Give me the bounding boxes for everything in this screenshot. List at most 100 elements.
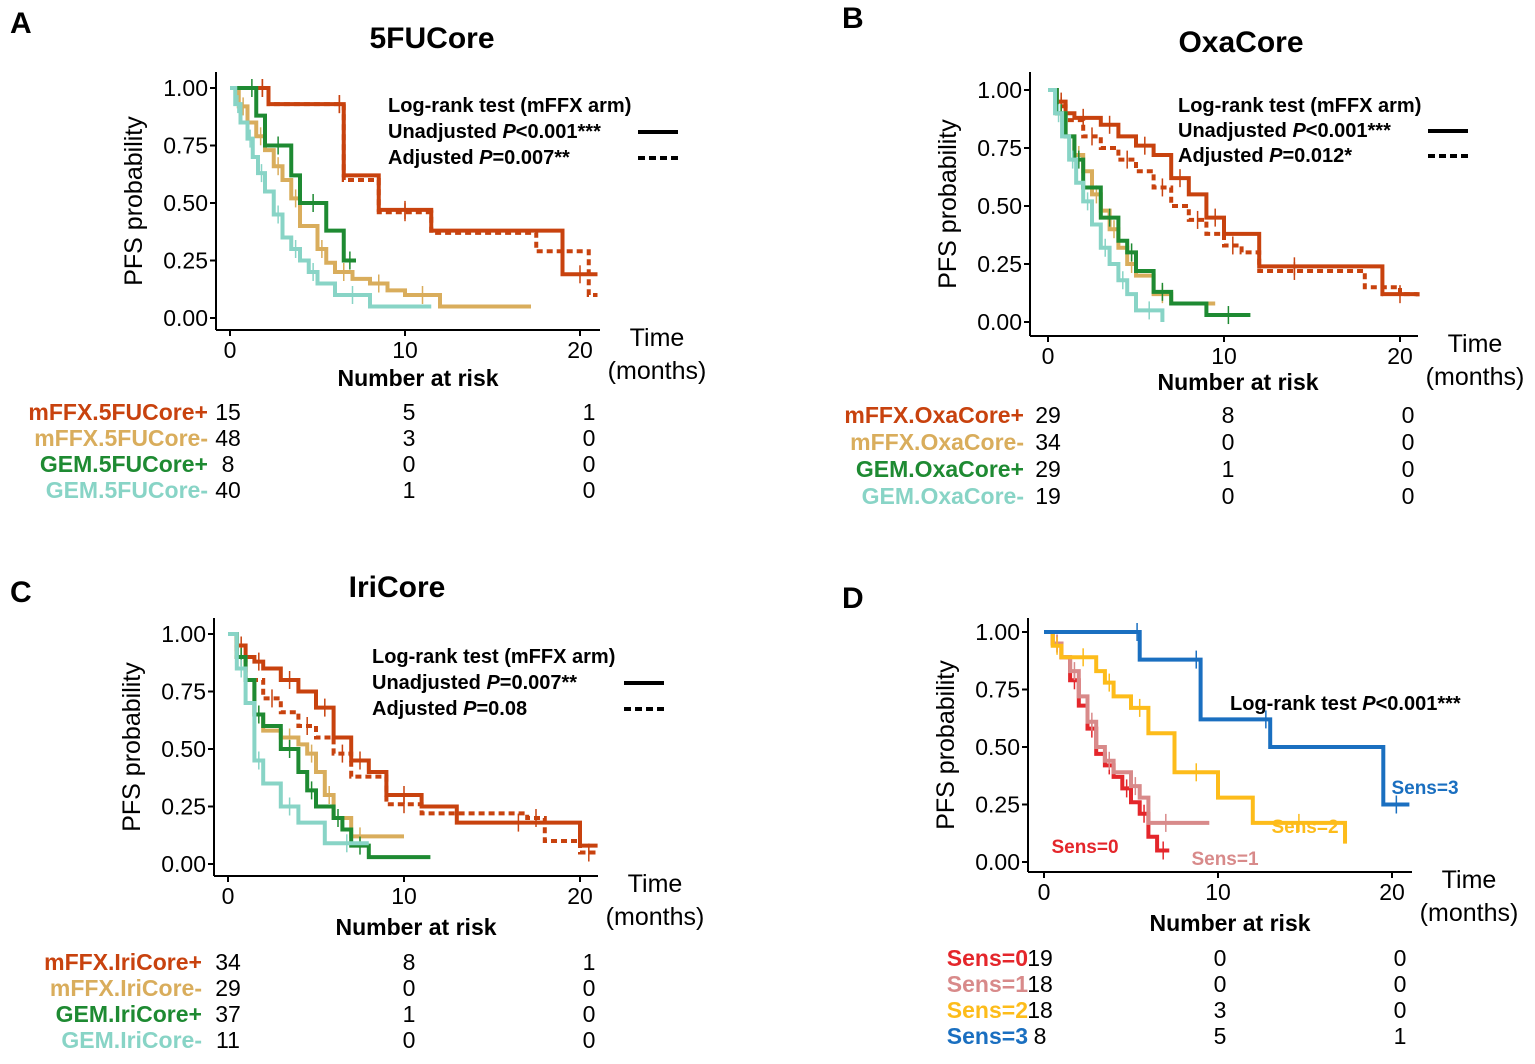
risk-value: 29: [215, 975, 241, 1001]
km-curve-gem-oxacore-: [1048, 88, 1251, 318]
risk-value: 3: [1214, 997, 1227, 1023]
legend-heading: Log-rank test P<0.001***: [1230, 693, 1461, 715]
risk-value: 8: [222, 451, 235, 477]
x-tick-label: 10: [1211, 343, 1237, 369]
y-axis-label: PFS probability: [118, 662, 146, 832]
risk-row-label: mFFX.OxaCore-: [850, 429, 1024, 455]
risk-value: 29: [1035, 456, 1061, 482]
risk-value: 0: [1214, 945, 1227, 971]
legend-p-symbol: P: [1269, 145, 1283, 167]
risk-value: 0: [1214, 971, 1227, 997]
risk-row-label: Sens=2: [947, 997, 1028, 1023]
risk-row-label: GEM.OxaCore+: [856, 456, 1024, 482]
risk-value: 48: [215, 425, 241, 451]
km-curve-sens-3: [1044, 630, 1410, 807]
legend-p-symbol: P: [463, 698, 477, 720]
y-tick-label: 0.50: [977, 193, 1022, 219]
y-tick-label: 1.00: [161, 621, 206, 647]
risk-row-label: Sens=0: [947, 945, 1028, 971]
x-tick-label: 20: [567, 337, 593, 363]
y-tick-label: 0.00: [163, 305, 208, 331]
risk-row-label: mFFX.OxaCore+: [844, 402, 1024, 428]
y-tick-label: 0.00: [161, 851, 206, 877]
legend-p-value: =0.007**: [492, 147, 570, 169]
risk-row-label: mFFX.IriCore+: [44, 949, 202, 975]
legend-p-value: <0.001***: [516, 121, 601, 143]
x-tick-label: 0: [222, 883, 235, 909]
x-tick-label: 0: [224, 337, 237, 363]
y-tick-label: 0.75: [161, 679, 206, 705]
risk-row-label: mFFX.5FUCore+: [28, 399, 208, 425]
chart-title: 5FUCore: [369, 22, 494, 55]
legend-p-value: =0.08: [476, 698, 527, 720]
time-unit-label: (months): [606, 903, 705, 931]
legend-p-value: =0.007**: [500, 672, 578, 694]
km-curve-mffx-oxacore-unadjusted: [1048, 88, 1418, 297]
km-curve-gem-5fucore-: [230, 86, 356, 263]
legend-heading: Log-rank test (mFFX arm): [388, 95, 631, 117]
y-tick-label: 1.00: [163, 75, 208, 101]
risk-table-title: Number at risk: [337, 365, 498, 391]
km-curve-gem-oxacore-: [1048, 88, 1165, 322]
risk-value: 0: [1394, 971, 1407, 997]
panel-letter: D: [842, 582, 864, 615]
km-curve-sens-2: [1044, 630, 1348, 844]
km-curve-mffx-oxacore-adjusted: [1048, 88, 1420, 299]
legend-row-dotted: Adjusted P=0.007**: [388, 147, 570, 169]
y-axis-label: PFS probability: [932, 660, 960, 830]
legend-p-symbol: P: [486, 672, 500, 694]
chart-title: IriCore: [349, 571, 446, 604]
risk-value: 1: [1394, 1023, 1407, 1049]
risk-table-title: Number at risk: [1149, 910, 1310, 936]
legend-heading-text: Log-rank test: [1230, 693, 1362, 715]
legend-p-value: =0.012*: [1282, 145, 1352, 167]
risk-value: 1: [583, 399, 596, 425]
risk-value: 0: [1402, 483, 1415, 509]
risk-value: 34: [215, 949, 241, 975]
risk-value: 8: [1034, 1023, 1047, 1049]
y-axis-label: PFS probability: [120, 116, 148, 286]
y-tick-label: 0.25: [163, 248, 208, 274]
y-tick-label: 0.25: [977, 251, 1022, 277]
risk-value: 8: [1222, 402, 1235, 428]
risk-row-label: Sens=3: [947, 1023, 1028, 1049]
time-label: Time: [630, 324, 685, 352]
risk-value: 1: [403, 477, 416, 503]
risk-value: 1: [403, 1001, 416, 1027]
risk-value: 0: [583, 425, 596, 451]
risk-row-label: GEM.IriCore-: [61, 1027, 202, 1053]
x-tick-label: 20: [567, 883, 593, 909]
time-unit-label: (months): [1426, 363, 1525, 391]
x-tick-label: 0: [1042, 343, 1055, 369]
panel-letter: C: [10, 576, 32, 609]
curve-label-sens-2: Sens=2: [1271, 817, 1338, 838]
y-tick-label: 0.00: [975, 849, 1020, 875]
km-curve-mffx-5fucore-adjusted: [230, 86, 598, 297]
legend-row-prefix: Unadjusted: [388, 121, 502, 143]
curve-label-sens-3: Sens=3: [1391, 778, 1458, 799]
y-axis-label: PFS probability: [934, 119, 962, 289]
y-tick-label: 0.50: [975, 734, 1020, 760]
risk-value: 0: [583, 451, 596, 477]
x-tick-label: 10: [1205, 879, 1231, 905]
legend-row-prefix: Adjusted: [1178, 145, 1269, 167]
panel-letter: A: [10, 7, 32, 40]
risk-value: 0: [583, 975, 596, 1001]
y-tick-label: 0.25: [161, 794, 206, 820]
risk-value: 0: [1402, 429, 1415, 455]
panel-letter: B: [842, 2, 864, 35]
risk-value: 0: [403, 975, 416, 1001]
x-tick-label: 20: [1387, 343, 1413, 369]
risk-value: 19: [1035, 483, 1061, 509]
risk-row-label: GEM.IriCore+: [56, 1001, 202, 1027]
risk-value: 0: [1402, 456, 1415, 482]
risk-row-label: GEM.OxaCore-: [862, 483, 1024, 509]
legend-row-solid: Unadjusted P<0.001***: [388, 121, 601, 143]
legend-p-symbol: P: [479, 147, 493, 169]
risk-value: 18: [1027, 971, 1053, 997]
risk-value: 0: [1394, 945, 1407, 971]
